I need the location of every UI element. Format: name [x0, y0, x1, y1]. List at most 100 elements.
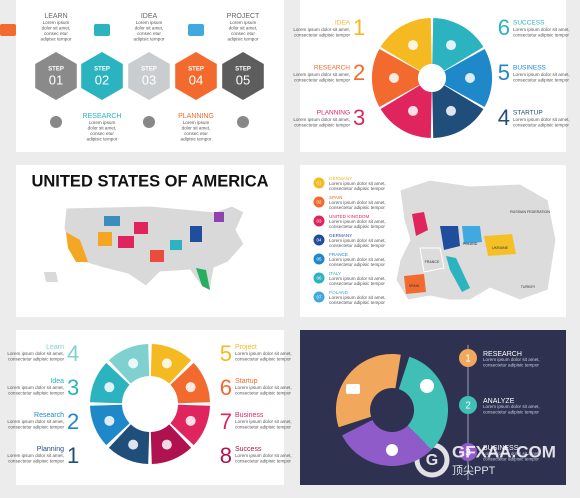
body-text: consectetur adipisic tempor: [513, 123, 569, 128]
segment-icon: [128, 358, 139, 369]
body-text: Lorem ipsum dolor sit amet,: [329, 238, 386, 243]
step-hexagon: [175, 52, 217, 100]
item-label: Idea: [50, 378, 64, 385]
item-number: 6: [498, 15, 510, 40]
body-text: consectetur adipisic tempor: [483, 410, 539, 415]
item-label: IDEA: [335, 20, 351, 27]
body-text: consectetur adipisic tempor: [483, 363, 539, 368]
item-label: BUSINESS: [513, 65, 547, 72]
item-number: 3: [67, 375, 79, 400]
body-text: Lorem ipsum: [230, 20, 257, 25]
item-number: 5: [220, 341, 232, 366]
body-text: Lorem ipsum dolor sit amet,: [329, 200, 386, 205]
segment-icon: [446, 40, 456, 51]
step-label: STEP: [94, 67, 110, 73]
item-badge: [313, 234, 325, 246]
segment-icon: [408, 40, 418, 51]
map-label: FRANCE: [425, 260, 440, 264]
body-text: Lorem ipsum dolor sit amet,: [513, 117, 570, 122]
map-label: RUSSIAN FEDERATION: [510, 210, 550, 214]
body-text: consec etur: [44, 31, 68, 36]
panel: [16, 330, 284, 485]
body-text: dolor sit amet,: [182, 126, 211, 131]
segment-icon: [389, 73, 399, 83]
body-text: consectetur adipisic tempor: [513, 33, 569, 38]
item-label: Business: [235, 412, 264, 419]
item-label: GERMANY: [329, 233, 352, 238]
body-text: Lorem ipsum dolor sit amet,: [329, 257, 386, 262]
body-text: dolor sit amet,: [88, 126, 117, 131]
body-text: consectetur adipisic tempor: [294, 123, 350, 128]
step-number: 03: [142, 72, 156, 87]
body-text: Lorem ipsum dolor sit amet,: [235, 351, 292, 356]
segment-icon: [128, 439, 139, 450]
item-number: 03: [316, 219, 322, 224]
body-text: consec etur: [90, 131, 114, 136]
body-text: consectetur adipisic tempor: [235, 357, 291, 362]
cycle-arc: [398, 356, 449, 450]
step-hexagon: [222, 52, 264, 100]
body-text: dolor sit amet,: [42, 26, 71, 31]
step-hexagon: [81, 52, 123, 100]
item-number: 01: [316, 181, 322, 186]
step-title: PLANNING: [178, 113, 214, 120]
item-label: RESEARCH: [314, 65, 350, 72]
body-text: consectetur adipisic tempor: [329, 186, 385, 191]
segment-icon: [104, 382, 115, 393]
icon: [50, 116, 62, 128]
body-text: dolor sit amet,: [135, 26, 164, 31]
item-label: ITALY: [329, 271, 341, 276]
item-number: 06: [316, 276, 322, 281]
body-text: Lorem ipsum dolor sit amet,: [7, 385, 64, 390]
body-text: consectetur adipisic tempor: [8, 425, 64, 430]
body-text: Lorem ipsum dolor sit amet,: [483, 451, 540, 456]
body-text: Lorem ipsum dolor sit amet,: [235, 385, 292, 390]
item-label: ANALYZE: [483, 398, 515, 405]
item-badge: [459, 349, 477, 367]
body-text: Lorem ipsum: [183, 120, 210, 125]
step-number: 05: [236, 72, 250, 87]
step-number: 01: [49, 72, 63, 87]
body-text: consectetur adipisic tempor: [329, 300, 385, 305]
item-label: Startup: [235, 378, 258, 385]
map-label: UKRAINE: [492, 246, 509, 250]
item-number: 6: [220, 375, 232, 400]
segment-icon: [185, 415, 196, 426]
body-text: consec etur: [137, 31, 161, 36]
item-label: Learn: [46, 344, 64, 351]
pie-segment: [432, 18, 484, 71]
item-label: SUCCESS: [513, 20, 545, 27]
body-text: Lorem ipsum dolor sit amet,: [329, 276, 386, 281]
step-label: STEP: [235, 67, 251, 73]
step-title: PROJECT: [227, 13, 260, 20]
step-title: RESEARCH: [83, 113, 122, 120]
step-label: STEP: [188, 67, 204, 73]
item-label: Project: [235, 344, 257, 351]
item-number: 2: [465, 401, 471, 412]
body-text: Lorem ipsum dolor sit amet,: [235, 419, 292, 424]
pie-segment: [380, 18, 432, 71]
icon: [94, 24, 110, 36]
item-number: 07: [316, 295, 322, 300]
body-text: adipisic tempor: [228, 37, 259, 42]
item-number: 3: [465, 448, 471, 459]
segment-icon: [161, 439, 172, 450]
segment-icon: [465, 73, 475, 83]
pie-segment: [380, 85, 432, 138]
item-label: POLAND: [329, 290, 349, 295]
body-text: consectetur adipisic tempor: [329, 243, 385, 248]
item-number: 2: [353, 60, 365, 85]
body-text: Lorem ipsum dolor sit amet,: [293, 117, 350, 122]
icon: [420, 379, 434, 393]
item-label: PLANNING: [317, 110, 350, 117]
item-badge: [313, 291, 325, 303]
icon: [386, 444, 398, 456]
body-text: adipisic tempor: [41, 37, 72, 42]
item-label: RESEARCH: [483, 351, 522, 358]
item-label: BUSINESS: [483, 445, 519, 452]
map-label: POLAND: [463, 242, 478, 246]
step-hexagon: [128, 52, 170, 100]
body-text: Lorem ipsum dolor sit amet,: [7, 419, 64, 424]
item-number: 02: [316, 200, 322, 205]
